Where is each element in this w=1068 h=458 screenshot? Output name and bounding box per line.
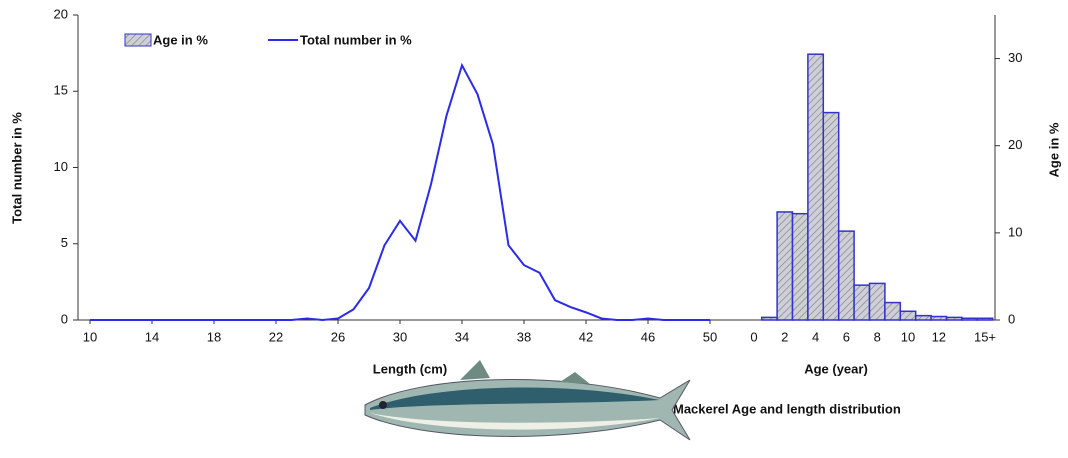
bar <box>976 317 994 321</box>
bar <box>822 111 840 321</box>
x-tick-label: 0 <box>750 329 757 344</box>
y2-axis-label: Age in % <box>1046 122 1061 177</box>
y-axis-label: Total number in % <box>9 112 24 224</box>
x-tick-label: 2 <box>781 329 788 344</box>
bar <box>807 53 825 321</box>
x-tick-label: 30 <box>393 329 407 344</box>
x-tick-label: 4 <box>812 329 819 344</box>
y2-tick-label: 30 <box>1008 50 1022 65</box>
legend-label: Age in % <box>153 32 208 47</box>
bar <box>914 314 932 321</box>
x-tick-label: 22 <box>269 329 283 344</box>
bar <box>884 301 902 321</box>
bar <box>760 316 778 321</box>
x-tick-label: 46 <box>641 329 655 344</box>
bar <box>868 282 886 321</box>
bar <box>899 310 917 321</box>
bar <box>945 316 963 321</box>
y2-tick-label: 0 <box>1008 311 1015 326</box>
bar <box>791 212 809 321</box>
x-tick-label: 42 <box>579 329 593 344</box>
x-tick-label: 14 <box>145 329 159 344</box>
bar <box>961 317 979 321</box>
x-tick-label: 18 <box>207 329 221 344</box>
bar <box>853 284 871 321</box>
x-tick-label: 6 <box>843 329 850 344</box>
y-tick-label: 0 <box>61 311 68 326</box>
legend-swatch <box>124 33 152 47</box>
fish-illustration <box>364 360 691 441</box>
caption: Mackerel Age and length distribution <box>673 401 901 416</box>
bar <box>776 211 794 321</box>
y-tick-label: 20 <box>54 6 68 21</box>
line-series <box>90 62 710 322</box>
x-tick-label: 10 <box>901 329 915 344</box>
x-tick-label: 12 <box>932 329 946 344</box>
x-tick-label: 26 <box>331 329 345 344</box>
y-tick-label: 10 <box>54 159 68 174</box>
x-tick-label: 34 <box>455 329 469 344</box>
y-tick-label: 15 <box>54 83 68 98</box>
x-tick-label: 8 <box>874 329 881 344</box>
x-tick-label: 15+ <box>974 329 996 344</box>
x-axis-label: Length (cm) <box>373 361 447 376</box>
x-axis-label: Age (year) <box>804 361 868 376</box>
y2-tick-label: 20 <box>1008 137 1022 152</box>
x-tick-label: 38 <box>517 329 531 344</box>
x-tick-label: 50 <box>703 329 717 344</box>
x-tick-label: 10 <box>83 329 97 344</box>
y-tick-label: 5 <box>61 235 68 250</box>
bar <box>930 315 948 321</box>
legend-label: Total number in % <box>300 32 412 47</box>
bar <box>837 230 855 321</box>
y2-tick-label: 10 <box>1008 224 1022 239</box>
